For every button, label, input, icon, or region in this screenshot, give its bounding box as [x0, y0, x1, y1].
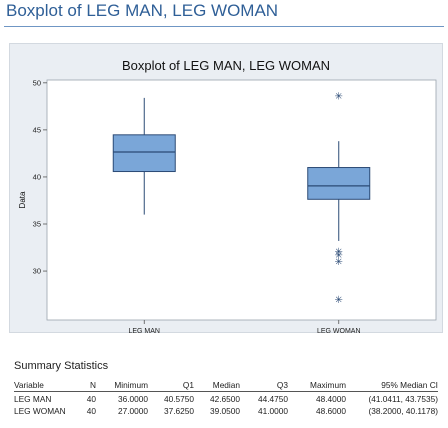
table-row: LEG MAN 40 36.0000 40.5750 42.6500 44.47… [14, 392, 438, 404]
plot-area [46, 79, 437, 321]
table-cell: 40.5750 [164, 394, 194, 404]
iqr-box [112, 134, 176, 173]
table-cell: 40 [86, 406, 96, 416]
table-cell: 48.6000 [316, 406, 346, 416]
column-header: Minimum [96, 378, 148, 392]
box-1 [112, 97, 176, 215]
y-tick-label: 35 [33, 220, 41, 229]
x-tick-label: LEG WOMAN [317, 328, 361, 333]
column-header: Median [194, 378, 240, 392]
column-header: 95% Median CI [346, 378, 438, 392]
table-cell: 37.6250 [164, 406, 194, 416]
table-cell: 48.4000 [316, 394, 346, 404]
column-header: Variable [14, 378, 72, 392]
x-tick-label: LEG MAN [128, 328, 160, 333]
outlier-point: ✳ [335, 295, 343, 306]
table-cell: (41.0411, 43.7535) [368, 394, 438, 404]
table-cell: LEG MAN [14, 394, 52, 404]
boxes-layer: ✳✳✳✳✳ [112, 92, 371, 306]
summary-table: Variable N Minimum Q1 Median Q3 Maximum … [14, 378, 438, 416]
outlier-point: ✳ [335, 257, 343, 268]
box-2: ✳✳✳✳✳ [307, 92, 371, 306]
y-tick-label: 40 [33, 172, 41, 181]
page-title: Boxplot of LEG MAN, LEG WOMAN [6, 1, 279, 20]
table-cell: 27.0000 [118, 406, 148, 416]
title-divider [4, 26, 444, 27]
y-tick-label: 30 [33, 267, 41, 276]
table-cell: (38.2000, 40.1178) [368, 406, 438, 416]
chart-title: Boxplot of LEG MAN, LEG WOMAN [122, 58, 330, 73]
y-tick-label: 45 [33, 125, 41, 134]
column-header: Q3 [240, 378, 288, 392]
table-row: LEG WOMAN 40 27.0000 37.6250 39.0500 41.… [14, 404, 438, 416]
table-cell: 39.0500 [210, 406, 240, 416]
boxplot-chart: Boxplot of LEG MAN, LEG WOMAN Data 30 35 4… [18, 58, 437, 333]
outlier-point: ✳ [335, 247, 343, 258]
y-axis-label: Data [18, 191, 27, 208]
table-cell: LEG WOMAN [14, 406, 66, 416]
table-cell: 44.4750 [258, 394, 288, 404]
table-cell: 42.6500 [210, 394, 240, 404]
table-cell: 40 [86, 394, 96, 404]
table-cell: 41.0000 [258, 406, 288, 416]
outlier-point: ✳ [335, 251, 343, 262]
iqr-box [307, 167, 371, 200]
y-tick-label: 50 [33, 78, 41, 87]
summary-title: Summary Statistics [14, 360, 109, 372]
y-axis: 30 35 40 45 50 [33, 78, 47, 276]
outlier-point: ✳ [335, 92, 343, 103]
x-axis: LEG MAN LEG WOMAN [128, 320, 361, 333]
column-header: Maximum [288, 378, 346, 392]
table-header-row: Variable N Minimum Q1 Median Q3 Maximum … [14, 378, 438, 392]
table-cell: 36.0000 [118, 394, 148, 404]
column-header: N [72, 378, 96, 392]
column-header: Q1 [148, 378, 194, 392]
